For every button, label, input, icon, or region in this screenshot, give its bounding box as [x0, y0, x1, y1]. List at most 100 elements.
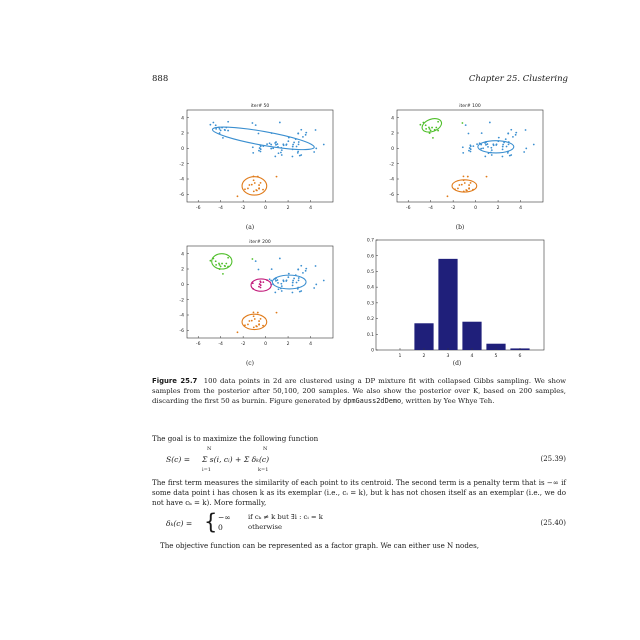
plot-c-point: [252, 315, 255, 318]
eq1-number: (25.39): [540, 455, 566, 463]
plot-b-ytick-label: 0: [391, 146, 394, 152]
plot-b-xtick-label: -6: [406, 205, 411, 211]
plot-a-point: [295, 145, 298, 148]
plot-a-xtick-label: 2: [287, 205, 290, 211]
plot-b-point: [431, 126, 433, 129]
plot-c-ytick-label: 2: [181, 267, 184, 273]
plot-a-point: [248, 184, 251, 186]
plot-a-point: [251, 122, 254, 124]
bar-xtick-label: 1: [399, 353, 402, 359]
plot-c-point: [256, 325, 258, 328]
bar-2: [414, 323, 434, 350]
plot-b-point: [464, 124, 467, 127]
bar-xtick-label: 5: [495, 353, 498, 359]
paragraph-3: The objective function can be represente…: [160, 541, 479, 550]
plot-c-point: [313, 287, 316, 289]
caption-text: 100 data points in 2d are clustered usin…: [152, 377, 566, 405]
plot-b-point: [492, 143, 495, 146]
plot-b-point: [488, 121, 491, 124]
plot-a-point: [305, 131, 308, 134]
plot-b-point: [508, 154, 511, 157]
plot-a-point: [298, 154, 301, 157]
plot-b-point: [462, 151, 465, 154]
plot-c-point: [300, 290, 303, 292]
paragraph-2: The first term measures the similarity o…: [152, 478, 566, 507]
plot-b-point: [482, 147, 485, 150]
eq2-number: (25.40): [540, 519, 566, 527]
plot-b-point: [469, 145, 472, 148]
plot-c-point: [268, 278, 271, 281]
eq1-sum2-bot: k=1: [258, 467, 269, 473]
plot-b-point: [419, 123, 422, 126]
plot-a-point: [214, 124, 217, 127]
plot-c-point: [322, 279, 325, 282]
figure-panel-b: iter# 100 -6 -4 -2 0 2 4 4 2 0 -2 -4 -6: [375, 98, 555, 228]
plot-c-point: [251, 258, 254, 260]
plot-c-point: [221, 262, 223, 265]
plot-c-point: [262, 281, 265, 284]
chapter-title: Chapter 25. Clustering: [468, 74, 568, 84]
plot-c-ytick-label: -2: [179, 297, 184, 303]
plot-c-point: [209, 259, 212, 262]
plot-c-point: [275, 279, 277, 282]
plot-c-point: [258, 323, 260, 326]
plot-c-point: [257, 268, 260, 271]
bar-ytick-label: 0.5: [367, 269, 374, 275]
plot-b-point: [484, 142, 487, 144]
plot-c-point: [247, 323, 249, 326]
plot-b-point: [487, 145, 489, 148]
plot-c-point: [285, 279, 288, 282]
plot-a-ytick-label: 2: [181, 131, 184, 137]
plot-a-point: [270, 147, 273, 150]
plot-c-point: [259, 284, 262, 287]
plot-a-cluster-ellipse: [241, 176, 268, 196]
plot-a-point: [236, 195, 239, 198]
plot-c-point: [291, 284, 294, 287]
plot-c-point: [270, 279, 273, 282]
plot-b-point: [490, 146, 493, 149]
plot-b-point: [501, 155, 504, 158]
plot-a-point: [227, 129, 230, 132]
plot-a-ytick-label: -2: [179, 161, 184, 167]
bar-5: [486, 343, 506, 350]
plot-b-point: [490, 154, 493, 156]
plot-b-point: [486, 143, 489, 145]
plot-b-ytick-label: -4: [389, 177, 394, 183]
plot-a-point: [297, 132, 300, 135]
plot-a-point: [296, 151, 299, 154]
plot-a-point: [212, 121, 215, 124]
plot-c-xtick-label: 4: [309, 341, 312, 347]
plot-b-ytick-label: -2: [389, 161, 394, 167]
plot-a-point: [219, 129, 222, 132]
plot-c-axes-box: [186, 245, 334, 339]
plot-c-point: [274, 291, 277, 294]
plot-b-point: [428, 127, 431, 130]
plot-b-point: [432, 136, 434, 139]
plot-b-point: [484, 155, 487, 158]
plot-b-point: [460, 183, 463, 186]
plot-a-point: [258, 147, 261, 149]
plot-c-point: [222, 272, 224, 275]
plot-a-point: [291, 155, 294, 158]
plot-a-point: [287, 140, 290, 143]
plot-c-xtick-label: 2: [287, 341, 290, 347]
plot-c-point: [254, 260, 257, 263]
plot-b-point: [424, 124, 427, 127]
plot-c-point: [277, 288, 280, 291]
plot-a-point: [274, 155, 277, 158]
plot-c-point: [298, 290, 301, 293]
plot-a-point: [209, 123, 212, 126]
plot-b-point: [507, 143, 510, 146]
equation-25-40: δₖ(c) = { −∞ if cₖ ≠ k but ∃i : cᵢ = k 0…: [152, 510, 566, 535]
plot-c-point: [252, 326, 255, 329]
plot-b-point: [469, 181, 472, 184]
plot-b-point: [476, 143, 478, 146]
plot-c-ytick-label: 0: [181, 282, 184, 288]
plot-a-point: [297, 143, 300, 146]
plot-a-point: [256, 189, 258, 192]
plot-c-point: [315, 283, 318, 286]
plot-a-point: [259, 148, 262, 151]
plot-c-point: [275, 311, 278, 314]
plot-b-point: [514, 133, 517, 136]
plot-c-xtick-label: -6: [196, 341, 201, 347]
